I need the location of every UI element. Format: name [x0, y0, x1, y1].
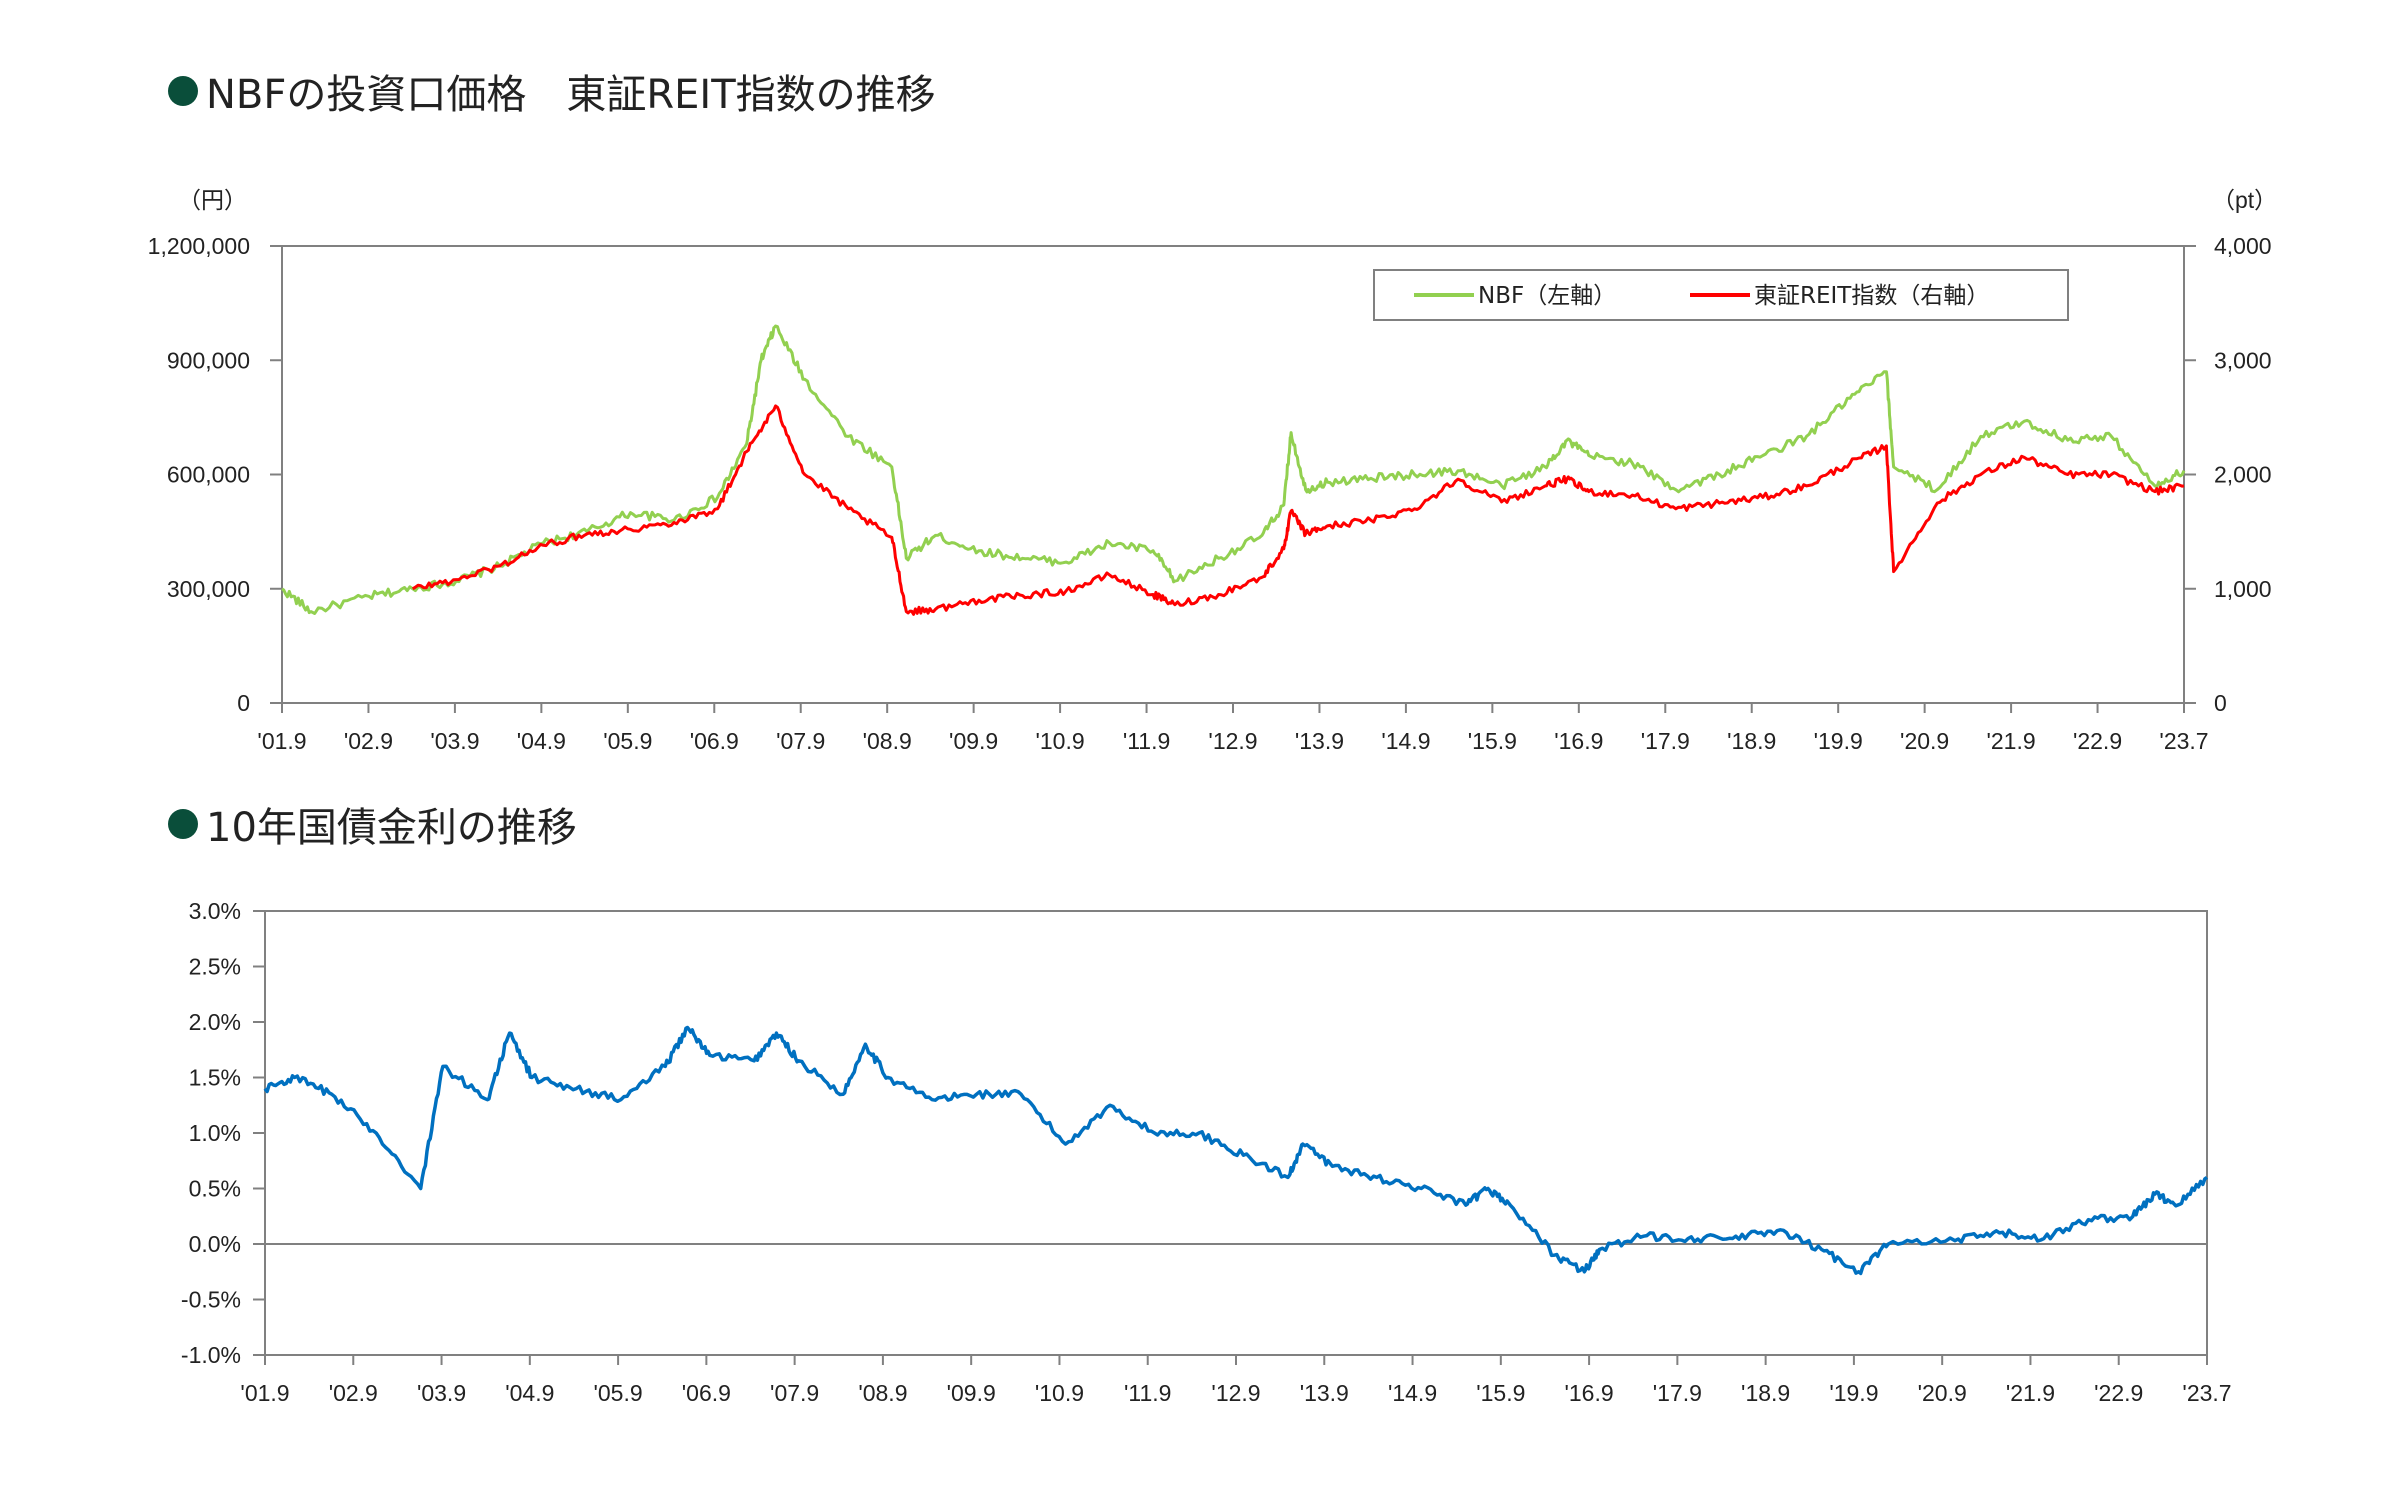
- x-tick-label: '12.9: [1208, 728, 1257, 754]
- y-tick-label: 2.0%: [189, 1009, 241, 1035]
- x-tick-label: '21.9: [2006, 1380, 2055, 1406]
- reit-price-chart: 0 300,000 600,000 900,000 1,200,000 0 1,000 2,0…: [148, 187, 2278, 754]
- x-tick-label: '17.9: [1653, 1380, 1702, 1406]
- x-tick-label: '16.9: [1565, 1380, 1614, 1406]
- x-tick-label: '04.9: [505, 1380, 554, 1406]
- left-y-tick-label: 300,000: [167, 576, 250, 602]
- y-tick-label: 3.0%: [189, 898, 241, 924]
- x-tick-label: '19.9: [1829, 1380, 1878, 1406]
- reit-index-line: [411, 404, 2185, 616]
- x-tick-label: '03.9: [417, 1380, 466, 1406]
- x-tick-label: '15.9: [1476, 1380, 1525, 1406]
- x-tick-label: '03.9: [430, 728, 479, 754]
- x-tick-label: '16.9: [1554, 728, 1603, 754]
- y-tick-label: 1.5%: [189, 1065, 241, 1091]
- x-tick-label: '18.9: [1727, 728, 1776, 754]
- right-axis-unit: （pt）: [2212, 187, 2277, 213]
- x-tick-label: '22.9: [2094, 1380, 2143, 1406]
- right-y-tick-label: 3,000: [2214, 347, 2272, 373]
- x-tick-label: '09.9: [949, 728, 998, 754]
- x-tick-label: '09.9: [947, 1380, 996, 1406]
- x-tick-label: '02.9: [329, 1380, 378, 1406]
- x-tick-label: '05.9: [594, 1380, 643, 1406]
- x-tick-label: '21.9: [1987, 728, 2036, 754]
- x-tick-label: '23.7: [2182, 1380, 2231, 1406]
- left-y-tick-label: 0: [237, 690, 250, 716]
- x-tick-label: '22.9: [2073, 728, 2122, 754]
- bullet-icon: [168, 76, 198, 106]
- right-y-tick-label: 4,000: [2214, 233, 2272, 259]
- plot-area-frame: [264, 910, 2208, 1356]
- y-tick-label: 0.5%: [189, 1176, 241, 1202]
- x-tick-label: '04.9: [517, 728, 566, 754]
- right-y-tick-label: 2,000: [2214, 462, 2272, 488]
- x-tick-label: '12.9: [1211, 1380, 1260, 1406]
- top-chart-title: NBFの投資口価格 東証REIT指数の推移: [168, 62, 936, 120]
- x-tick-label: '06.9: [682, 1380, 731, 1406]
- top-chart-title-text: NBFの投資口価格 東証REIT指数の推移: [206, 72, 936, 118]
- x-tick-label: '13.9: [1300, 1380, 1349, 1406]
- x-tick-label: '07.9: [770, 1380, 819, 1406]
- x-tick-label: '13.9: [1295, 728, 1344, 754]
- right-y-tick-label: 0: [2214, 690, 2227, 716]
- y-tick-label: 2.5%: [189, 954, 241, 980]
- left-y-tick-label: 600,000: [167, 462, 250, 488]
- x-tick-label: '18.9: [1741, 1380, 1790, 1406]
- x-tick-label: '07.9: [776, 728, 825, 754]
- x-tick-label: '14.9: [1388, 1380, 1437, 1406]
- x-tick-label: '11.9: [1124, 1380, 1171, 1406]
- x-tick-label: '08.9: [863, 728, 912, 754]
- left-axis-unit: （円）: [178, 187, 247, 213]
- legend-nbf-label: NBF（左軸）: [1478, 283, 1616, 309]
- x-tick-label: '06.9: [690, 728, 739, 754]
- x-tick-label: '17.9: [1641, 728, 1690, 754]
- x-tick-label: '01.9: [257, 728, 306, 754]
- x-tick-label: '20.9: [1900, 728, 1949, 754]
- x-tick-label: '10.9: [1035, 1380, 1084, 1406]
- x-tick-label: '01.9: [240, 1380, 289, 1406]
- x-tick-label: '14.9: [1381, 728, 1430, 754]
- y-tick-label: 0.0%: [189, 1231, 241, 1257]
- x-tick-label: '02.9: [344, 728, 393, 754]
- y-tick-label: -1.0%: [181, 1342, 241, 1368]
- x-tick-label: '05.9: [603, 728, 652, 754]
- x-tick-label: '15.9: [1468, 728, 1517, 754]
- nbf-price-line: [281, 324, 2186, 615]
- y-tick-label: -0.5%: [181, 1287, 241, 1313]
- x-tick-label: '11.9: [1123, 728, 1170, 754]
- bottom-chart-title: 10年国債金利の推移: [168, 795, 577, 853]
- left-y-tick-label: 1,200,000: [148, 233, 250, 259]
- left-y-tick-label: 900,000: [167, 347, 250, 373]
- right-y-tick-label: 1,000: [2214, 576, 2272, 602]
- x-tick-label: '08.9: [858, 1380, 907, 1406]
- x-tick-label: '10.9: [1036, 728, 1085, 754]
- bullet-icon: [168, 809, 198, 839]
- legend-reit-label: 東証REIT指数（右軸）: [1754, 283, 1989, 309]
- y-tick-label: 1.0%: [189, 1120, 241, 1146]
- x-tick-label: '20.9: [1918, 1380, 1967, 1406]
- jgb-yield-line: [263, 1025, 2208, 1276]
- x-tick-label: '19.9: [1814, 728, 1863, 754]
- bottom-chart-title-text: 10年国債金利の推移: [206, 805, 577, 851]
- x-tick-label: '23.7: [2159, 728, 2208, 754]
